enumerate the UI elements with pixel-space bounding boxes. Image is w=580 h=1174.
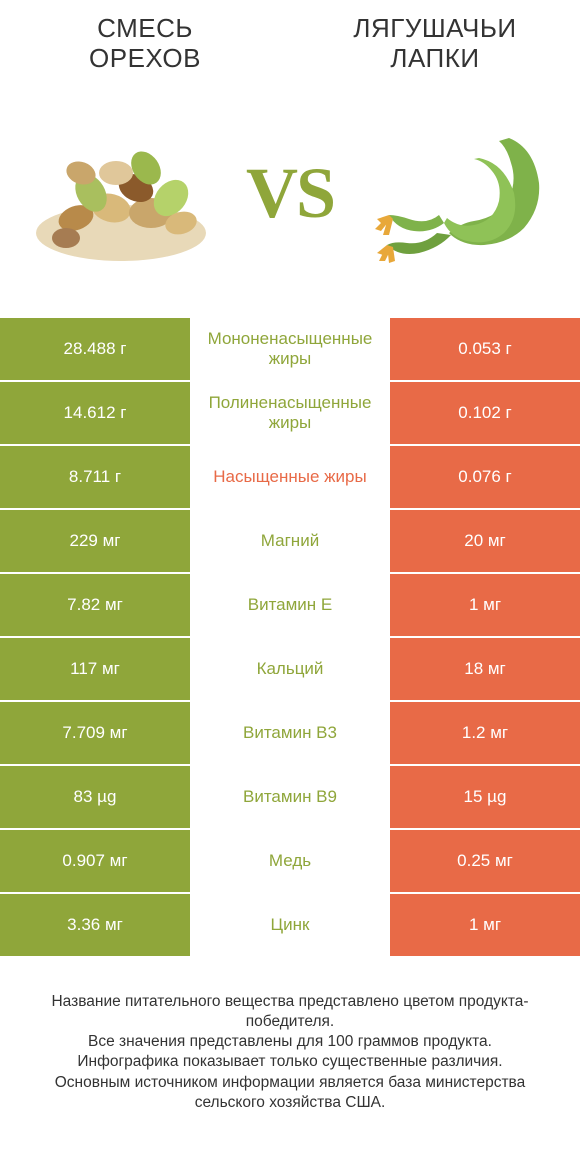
cell-left-value: 28.488 г <box>0 318 190 380</box>
cell-right-value: 0.053 г <box>390 318 580 380</box>
table-row: 7.82 мгВитамин E1 мг <box>0 574 580 636</box>
cell-right-value: 15 µg <box>390 766 580 828</box>
footnote-line2: Все значения представлены для 100 граммо… <box>88 1033 492 1050</box>
cell-mid-label: Насыщенные жиры <box>190 446 390 508</box>
table-row: 83 µgВитамин B915 µg <box>0 766 580 828</box>
table-row: 28.488 гМононенасыщенные жиры0.053 г <box>0 318 580 380</box>
table-row: 117 мгКальций18 мг <box>0 638 580 700</box>
cell-left-value: 229 мг <box>0 510 190 572</box>
table-row: 229 мгМагний20 мг <box>0 510 580 572</box>
cell-right-value: 1 мг <box>390 574 580 636</box>
cell-mid-label: Витамин B3 <box>190 702 390 764</box>
cell-left-value: 83 µg <box>0 766 190 828</box>
header-right-line2: ЛАПКИ <box>390 43 479 73</box>
table-row: 3.36 мгЦинк1 мг <box>0 894 580 956</box>
cell-mid-label: Витамин E <box>190 574 390 636</box>
cell-mid-label: Полиненасыщенные жиры <box>190 382 390 444</box>
cell-left-value: 8.711 г <box>0 446 190 508</box>
cell-mid-label: Магний <box>190 510 390 572</box>
cell-mid-label: Кальций <box>190 638 390 700</box>
comparison-table: 28.488 гМононенасыщенные жиры0.053 г14.6… <box>0 318 580 956</box>
cell-left-value: 3.36 мг <box>0 894 190 956</box>
footnote: Название питательного вещества представл… <box>0 992 580 1113</box>
cell-right-value: 0.076 г <box>390 446 580 508</box>
footnote-line3: Инфографика показывает только существенн… <box>77 1053 502 1070</box>
table-row: 0.907 мгМедь0.25 мг <box>0 830 580 892</box>
cell-right-value: 18 мг <box>390 638 580 700</box>
cell-left-value: 7.709 мг <box>0 702 190 764</box>
cell-left-value: 7.82 мг <box>0 574 190 636</box>
cell-right-value: 1.2 мг <box>390 702 580 764</box>
frog-legs-icon <box>359 113 559 273</box>
header-right-title: ЛЯГУШАЧЬИ ЛАПКИ <box>290 14 580 74</box>
cell-left-value: 117 мг <box>0 638 190 700</box>
cell-mid-label: Мононенасыщенные жиры <box>190 318 390 380</box>
header-left-line2: ОРЕХОВ <box>89 43 201 73</box>
table-row: 14.612 гПолиненасыщенные жиры0.102 г <box>0 382 580 444</box>
vs-text: VS <box>242 152 338 235</box>
cell-left-value: 0.907 мг <box>0 830 190 892</box>
mixed-nuts-icon <box>21 113 221 273</box>
cell-right-value: 1 мг <box>390 894 580 956</box>
cell-right-value: 20 мг <box>390 510 580 572</box>
cell-right-value: 0.102 г <box>390 382 580 444</box>
cell-right-value: 0.25 мг <box>390 830 580 892</box>
footnote-line4: Основным источником информации является … <box>55 1074 526 1111</box>
hero: VS <box>0 88 580 298</box>
cell-mid-label: Цинк <box>190 894 390 956</box>
hero-left-image <box>0 88 242 298</box>
cell-left-value: 14.612 г <box>0 382 190 444</box>
header: СМЕСЬ ОРЕХОВ ЛЯГУШАЧЬИ ЛАПКИ <box>0 0 580 88</box>
cell-mid-label: Медь <box>190 830 390 892</box>
table-row: 7.709 мгВитамин B31.2 мг <box>0 702 580 764</box>
cell-mid-label: Витамин B9 <box>190 766 390 828</box>
header-left-line1: СМЕСЬ <box>97 13 193 43</box>
table-row: 8.711 гНасыщенные жиры0.076 г <box>0 446 580 508</box>
header-left-title: СМЕСЬ ОРЕХОВ <box>0 14 290 74</box>
footnote-line1: Название питательного вещества представл… <box>51 993 528 1030</box>
hero-right-image <box>338 88 580 298</box>
header-right-line1: ЛЯГУШАЧЬИ <box>353 13 516 43</box>
